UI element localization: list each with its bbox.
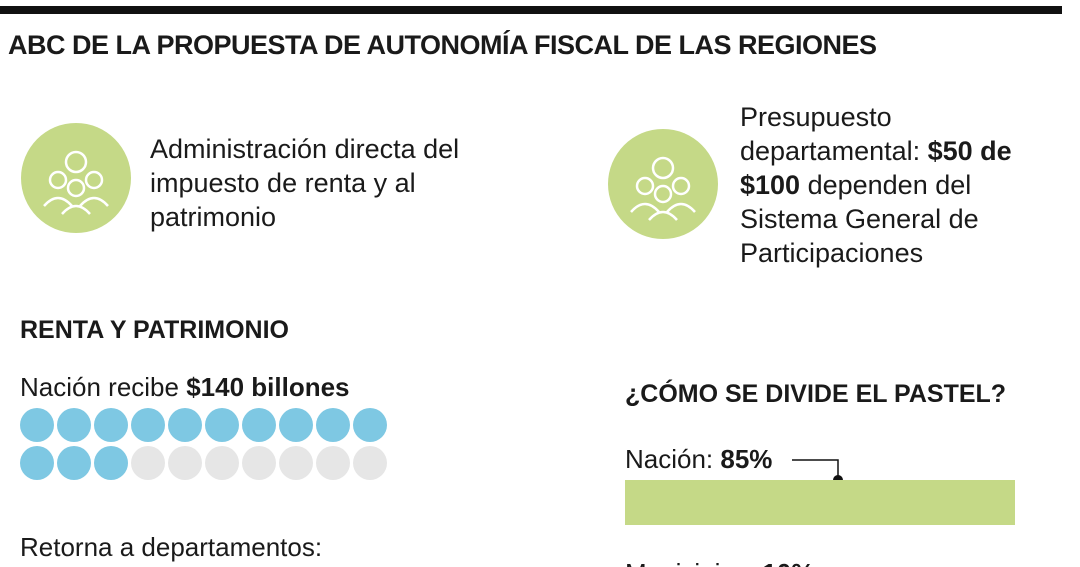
text: Nación recibe xyxy=(20,372,187,402)
dot xyxy=(242,446,276,480)
dot xyxy=(242,408,276,442)
text-bold: $50 de $100 xyxy=(740,136,1012,200)
title: ABC DE LA PROPUESTA DE AUTONOMÍA FISCAL … xyxy=(8,30,877,60)
text: Presupuesto departamental: xyxy=(740,102,928,166)
dot xyxy=(168,408,202,442)
dot xyxy=(205,446,239,480)
receives: Nación recibe $140 billones xyxy=(20,372,350,403)
dot xyxy=(279,446,313,480)
text: Nación: xyxy=(625,444,721,474)
top-rule xyxy=(0,6,1062,14)
dot xyxy=(131,446,165,480)
section-title: ¿CÓMO SE DIVIDE EL PASTEL? xyxy=(625,380,1007,408)
dot xyxy=(20,408,54,442)
dot xyxy=(20,446,54,480)
dot xyxy=(57,446,91,480)
nacion: Nación: 85% xyxy=(625,444,772,475)
text-bold: 10% xyxy=(762,558,814,567)
dot xyxy=(353,408,387,442)
dot xyxy=(94,408,128,442)
share-bar xyxy=(625,480,1015,525)
dot xyxy=(316,408,350,442)
text-bold: $140 billones xyxy=(186,372,350,402)
dot xyxy=(168,446,202,480)
dot xyxy=(316,446,350,480)
dot xyxy=(94,446,128,480)
dot xyxy=(57,408,91,442)
point-text: Administración directa del impuesto de r… xyxy=(150,134,460,232)
dot-grid xyxy=(20,408,400,488)
icon xyxy=(608,129,718,239)
municipios: Municipios: 10% xyxy=(625,558,814,567)
dot xyxy=(131,408,165,442)
dot xyxy=(353,446,387,480)
text: dependen del Sistema General de Particip… xyxy=(740,170,979,268)
text: Municipios: xyxy=(625,558,762,567)
point-text: Presupuesto departamental: $50 de $100 d… xyxy=(740,100,1030,270)
dot xyxy=(205,408,239,442)
dot xyxy=(279,408,313,442)
returns: Retorna a departamentos: xyxy=(20,532,323,562)
section-title: RENTA Y PATRIMONIO xyxy=(20,316,289,344)
icon xyxy=(21,123,131,233)
text-bold: 85% xyxy=(720,444,773,474)
